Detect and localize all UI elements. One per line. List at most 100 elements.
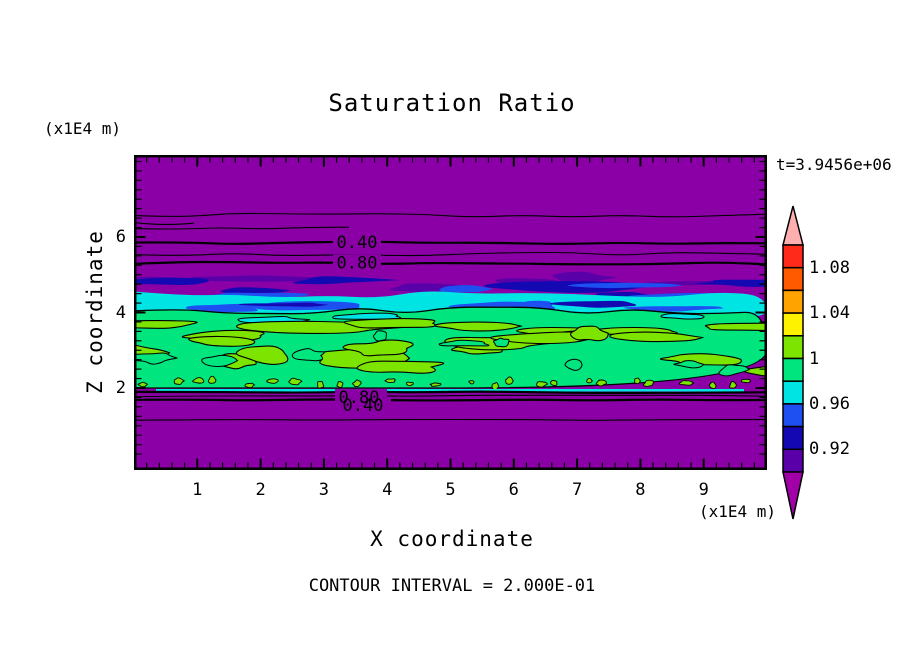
x-tick-label: 9 xyxy=(698,480,709,500)
contour-line xyxy=(136,260,765,266)
band-blob xyxy=(238,302,329,307)
x-tick-label: 3 xyxy=(318,480,330,500)
band-blob xyxy=(552,271,619,284)
contour-line xyxy=(136,222,195,225)
band-blob xyxy=(634,377,642,385)
contour-line xyxy=(136,394,765,398)
colorbar-segment xyxy=(782,312,804,337)
contour-label: 0.80 xyxy=(339,388,380,408)
contour-label: 0.40 xyxy=(337,233,378,253)
band-blob xyxy=(201,354,239,367)
contour-line xyxy=(136,251,765,257)
band-blob xyxy=(434,321,524,332)
x-tick-label: 2 xyxy=(255,480,266,500)
contour-line xyxy=(136,212,765,218)
x-tick-label: 6 xyxy=(508,480,519,500)
band-blob xyxy=(673,360,705,369)
band-blob xyxy=(136,277,209,285)
band-blob xyxy=(136,320,198,329)
band-blob xyxy=(505,376,514,385)
contour-line xyxy=(136,398,765,402)
band-blob xyxy=(564,358,583,371)
band-blob xyxy=(266,378,279,384)
y-tick-label: 4 xyxy=(115,302,126,323)
colorbar-label: 1.08 xyxy=(809,257,850,278)
x-tick-label: 7 xyxy=(571,480,583,500)
x-axis-unit: (x1E4 m) xyxy=(698,502,776,521)
band-blob xyxy=(220,287,292,294)
band-blob xyxy=(708,381,717,390)
band-blob xyxy=(595,379,607,387)
band-blob xyxy=(336,381,344,388)
colorbar-label: 0.92 xyxy=(809,439,850,460)
band-blob xyxy=(405,381,414,387)
colorbar-segment xyxy=(782,244,804,269)
band-blob xyxy=(291,348,325,362)
band-blob xyxy=(468,380,475,385)
band-blob xyxy=(439,285,494,293)
contour-label-mask xyxy=(333,254,381,271)
colorbar-segment xyxy=(782,425,804,451)
x-tick-label: 1 xyxy=(192,480,203,500)
band-blob xyxy=(192,377,205,384)
band-blob xyxy=(570,325,609,342)
band-blob xyxy=(729,381,738,389)
band-blob xyxy=(697,279,765,287)
contour-label: 0.40 xyxy=(343,396,384,416)
colorbar-under-arrow xyxy=(782,471,804,520)
band-blob xyxy=(288,377,303,386)
band-blob xyxy=(317,381,325,389)
band-blob xyxy=(536,381,549,388)
band-blob xyxy=(660,313,705,320)
colorbar-segment xyxy=(782,403,804,428)
band-blob xyxy=(342,339,414,357)
band-blob xyxy=(190,275,337,282)
band-blob xyxy=(372,330,387,342)
contour-label: 0.80 xyxy=(337,254,378,274)
timestamp: t=3.9456e+06 xyxy=(776,155,892,174)
y-axis-unit: (x1E4 m) xyxy=(44,119,122,138)
contour-line xyxy=(136,240,765,245)
band-blob xyxy=(173,377,186,385)
colorbar-segment xyxy=(782,357,804,382)
band-blob xyxy=(235,345,289,365)
contour-line xyxy=(136,226,350,230)
cyan-strip xyxy=(156,389,744,392)
band-blob xyxy=(352,379,362,388)
band-blob xyxy=(207,375,217,384)
band-blob xyxy=(137,381,148,388)
band-blob xyxy=(740,378,751,384)
band-blob xyxy=(188,335,256,347)
colorbar-over-arrow xyxy=(782,205,804,246)
x-tick-label: 8 xyxy=(635,480,646,500)
y-tick-label: 6 xyxy=(115,227,126,247)
colorbar-segment xyxy=(782,448,804,473)
colorbar-segment xyxy=(782,380,804,405)
band-blob xyxy=(429,382,442,387)
band-blob xyxy=(136,352,178,365)
colorbar-label: 0.96 xyxy=(809,393,850,414)
colorbar-segment xyxy=(782,266,804,292)
colorbar-label: 1.04 xyxy=(809,303,850,324)
page-title: Saturation Ratio xyxy=(328,89,576,117)
x-tick-label: 4 xyxy=(382,480,393,500)
band-blob xyxy=(292,276,400,285)
colorbar-svg xyxy=(782,205,804,520)
band-blob xyxy=(185,303,260,313)
contour-line xyxy=(136,418,765,421)
band-blob xyxy=(244,382,256,389)
band-blob xyxy=(492,337,510,348)
band-blob xyxy=(550,380,558,387)
band-blob xyxy=(678,380,695,386)
band-blob xyxy=(609,331,705,343)
band-blob xyxy=(343,318,436,329)
band-blob xyxy=(438,339,490,347)
y-tick-label: 2 xyxy=(115,378,126,398)
band-blob xyxy=(384,378,396,383)
band-blob xyxy=(549,300,637,308)
band-blob xyxy=(586,377,594,384)
plot-interior: 0.400.800.800.40 xyxy=(136,157,765,468)
colorbar-segment xyxy=(782,289,804,314)
band-blob xyxy=(642,379,655,387)
